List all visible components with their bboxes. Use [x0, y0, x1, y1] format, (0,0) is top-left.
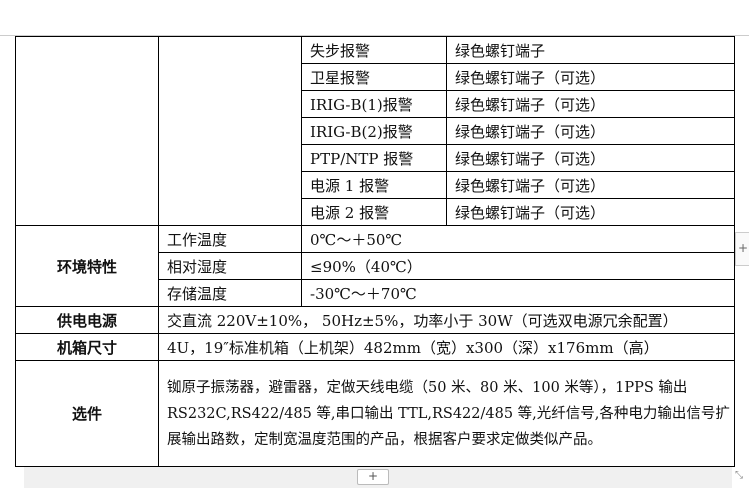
alarm-name: 卫星报警 [301, 63, 447, 91]
empty-cell [158, 36, 302, 226]
alarm-value: 绿色螺钉端子 [446, 36, 735, 64]
alarm-value: 绿色螺钉端子（可选） [446, 117, 735, 145]
env-name: 存储温度 [158, 279, 302, 307]
alarm-value: 绿色螺钉端子（可选） [446, 198, 735, 226]
alarm-name: 电源 2 报警 [301, 198, 447, 226]
table-row: IRIG-B(2)报警 绿色螺钉端子（可选） [16, 117, 735, 145]
table-row: 机箱尺寸 4U，19″标准机箱（上机架）482mm（宽）x300（深）x176mm… [15, 333, 735, 361]
table-row: 失步报警 绿色螺钉端子 [15, 36, 735, 226]
env-value: 0℃～＋50℃ [301, 225, 735, 253]
add-column-button[interactable]: + [735, 232, 749, 266]
alarm-value: 绿色螺钉端子（可选） [446, 144, 735, 172]
table-row: 选件 铷原子振荡器，避雷器，定做天线电缆（50 米、80 米、100 米等），1P… [15, 360, 735, 467]
table-row: 卫星报警 绿色螺钉端子（可选） [16, 63, 735, 91]
env-name: 工作温度 [158, 225, 302, 253]
alarm-name: IRIG-B(2)报警 [301, 117, 447, 145]
alarm-value: 绿色螺钉端子（可选） [446, 171, 735, 199]
table-row: 环境特性 工作温度 0℃～＋50℃ [15, 225, 735, 307]
page-divider [0, 35, 749, 36]
env-value: -30℃～＋70℃ [301, 279, 735, 307]
alarm-value: 绿色螺钉端子（可选） [446, 63, 735, 91]
table-row: 电源 1 报警 绿色螺钉端子（可选） [16, 171, 735, 199]
table-row: 存储温度 -30℃～＋70℃ [16, 279, 735, 307]
chassis-label: 机箱尺寸 [15, 333, 159, 361]
environment-label: 环境特性 [15, 225, 159, 307]
table-row: 相对湿度 ≤90%（40℃） [16, 252, 735, 280]
alarm-name: 失步报警 [301, 36, 447, 64]
spec-table: 失步报警 绿色螺钉端子 卫星报警 绿色螺钉端子（可选） IRIG-B(1)报警 绿色螺… [15, 36, 735, 467]
alarm-value: 绿色螺钉端子（可选） [446, 90, 735, 118]
power-label: 供电电源 [15, 306, 159, 334]
resize-handle-icon[interactable]: ⤡ [735, 470, 743, 481]
table-row: IRIG-B(1)报警 绿色螺钉端子（可选） [16, 90, 735, 118]
env-value: ≤90%（40℃） [301, 252, 735, 280]
table-row: 供电电源 交直流 220V±10%， 50Hz±5%，功率小于 30W（可选双电源… [15, 306, 735, 334]
alarm-name: PTP/NTP 报警 [301, 144, 447, 172]
options-value: 铷原子振荡器，避雷器，定做天线电缆（50 米、80 米、100 米等），1PPS… [158, 360, 735, 467]
add-row-button[interactable]: + [357, 469, 389, 485]
power-value: 交直流 220V±10%， 50Hz±5%，功率小于 30W（可选双电源冗余配置… [158, 306, 735, 334]
table-row: 电源 2 报警 绿色螺钉端子（可选） [16, 198, 735, 226]
table-row: PTP/NTP 报警 绿色螺钉端子（可选） [16, 144, 735, 172]
alarm-name: 电源 1 报警 [301, 171, 447, 199]
chassis-value: 4U，19″标准机箱（上机架）482mm（宽）x300（深）x176mm（高） [158, 333, 735, 361]
empty-cell [15, 36, 159, 226]
env-name: 相对湿度 [158, 252, 302, 280]
alarm-name: IRIG-B(1)报警 [301, 90, 447, 118]
options-label: 选件 [15, 360, 159, 467]
